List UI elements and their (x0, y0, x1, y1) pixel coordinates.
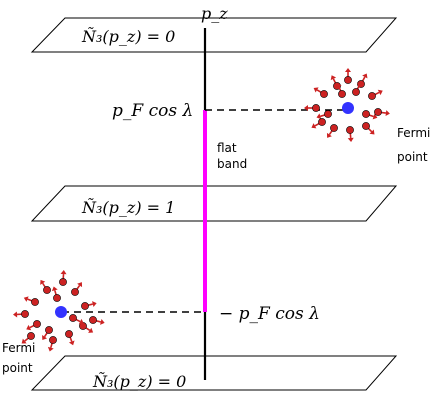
hedgehog-particle (81, 302, 88, 309)
upper-level-label: p_F cos λ (112, 101, 193, 121)
top-plane-label: Ñ₃(p_z) = 0 (81, 26, 175, 46)
bottom-plane (32, 356, 396, 390)
hedgehog-particle (346, 126, 353, 133)
hedgehog-particle (344, 76, 351, 83)
hedgehog-particle (362, 110, 369, 117)
hedgehog-particle (21, 310, 28, 317)
hedgehog-particle (338, 90, 345, 97)
hedgehog-arrow-head (386, 110, 390, 116)
hedgehog-particle (324, 110, 331, 117)
right-fermi-point-label: Fermi point (397, 126, 434, 164)
hedgehog-particle (318, 118, 325, 125)
hedgehog-particle (43, 286, 50, 293)
hedgehog-particle (362, 122, 369, 129)
hedgehog-arrow-head (348, 138, 354, 142)
lower-level-label: − p_F cos λ (219, 304, 320, 324)
hedgehog-particle (320, 90, 327, 97)
hedgehog-particle (71, 288, 78, 295)
hedgehog-particle (352, 88, 359, 95)
hedgehog-particle (53, 294, 60, 301)
hedgehog-arrow-head (345, 68, 351, 72)
hedgehog-particle (89, 316, 96, 323)
hedgehog-particle (27, 332, 34, 339)
hedgehog-particle (312, 104, 319, 111)
fermi-point-dot (342, 102, 354, 114)
flat-band-label-line2: band (217, 157, 247, 171)
hedgehog-arrow-head (61, 270, 67, 274)
middle-plane-label: Ñ₃(p_z) = 1 (81, 197, 175, 217)
hedgehog-particle (374, 108, 381, 115)
right-fermi-point-hedgehog (304, 68, 390, 142)
left-fermi-point-hedgehog (13, 270, 105, 352)
hedgehog-particle (33, 320, 40, 327)
hedgehog-particle (49, 336, 56, 343)
hedgehog-particle (330, 124, 337, 131)
hedgehog-arrow-head (13, 311, 17, 317)
pz-axis-label: p_z (201, 4, 228, 23)
hedgehog-particle (65, 330, 72, 337)
hedgehog-particle (31, 298, 38, 305)
left-fermi-point-label: Fermi point (2, 341, 39, 375)
right-fermi-label-line2: point (397, 150, 428, 164)
left-fermi-label-line2: point (2, 361, 33, 375)
fermi-point-dot (55, 306, 67, 318)
hedgehog-particle (368, 92, 375, 99)
hedgehog-particle (69, 314, 76, 321)
flat-band-label: flat band (217, 141, 247, 171)
hedgehog-particle (59, 278, 66, 285)
left-fermi-label-line1: Fermi (2, 341, 35, 355)
right-fermi-label-line1: Fermi (397, 126, 430, 140)
flat-band-label-line1: flat (217, 141, 237, 155)
bottom-plane-label: Ñ₃(p_z) = 0 (92, 371, 186, 391)
hedgehog-particle (45, 326, 52, 333)
